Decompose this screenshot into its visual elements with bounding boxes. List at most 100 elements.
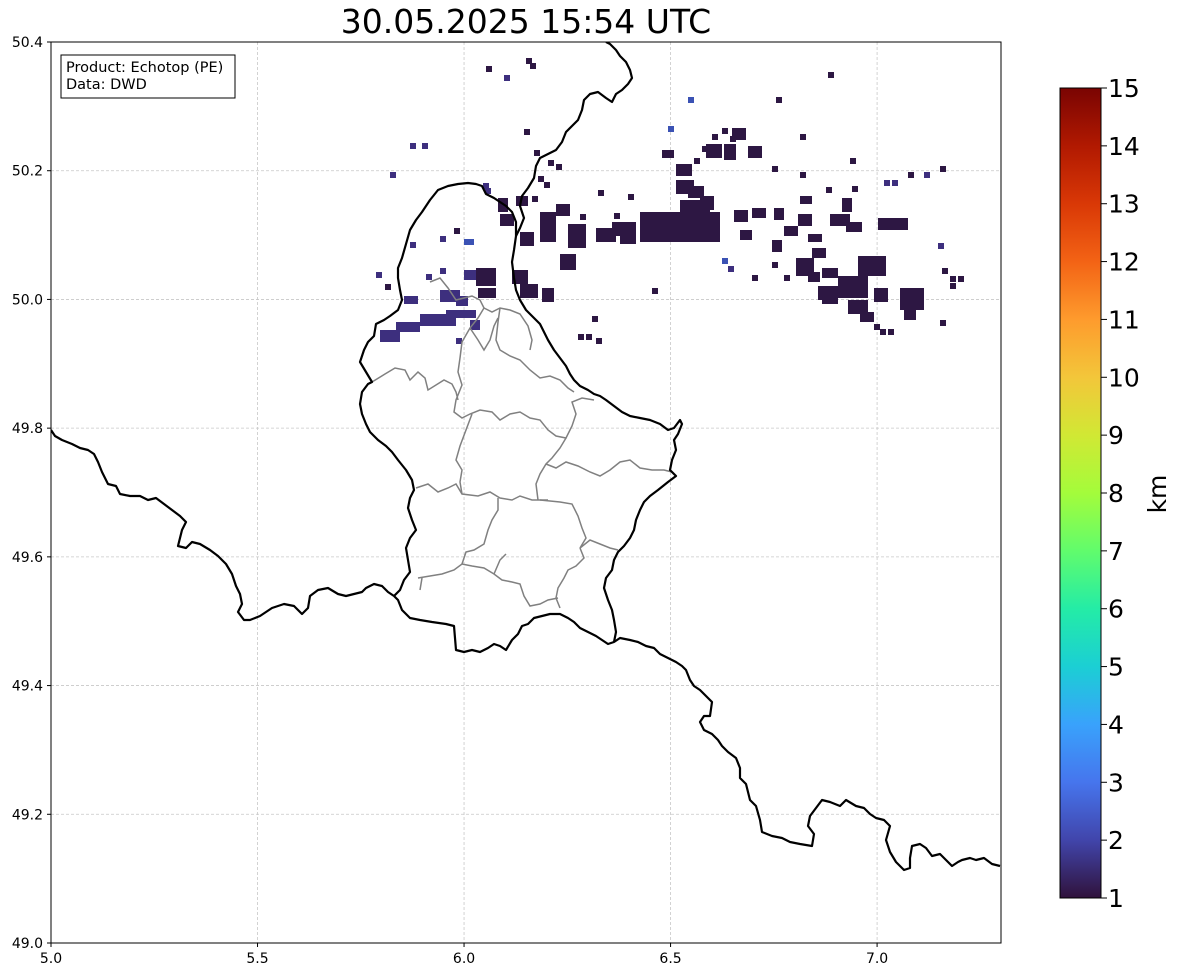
radar-cell — [852, 186, 858, 192]
radar-cell — [556, 164, 562, 170]
radar-cell — [828, 72, 834, 78]
radar-cell — [660, 220, 720, 238]
radar-cell — [456, 338, 462, 344]
y-tick-label: 49.0 — [12, 936, 43, 952]
map-layer — [51, 42, 1001, 872]
info-data-text: Data: DWD — [66, 77, 147, 93]
radar-cell — [808, 272, 820, 282]
colorbar-tick-label: 14 — [1108, 132, 1140, 161]
radar-cell — [534, 150, 540, 156]
radar-cell — [526, 58, 532, 64]
radar-cell — [596, 338, 602, 344]
colorbar-tick-label: 12 — [1108, 248, 1140, 277]
x-axis: 5.0 5.5 6.0 6.5 7.0 — [40, 943, 888, 967]
colorbar-tick-label: 9 — [1108, 421, 1124, 450]
radar-cell — [822, 296, 838, 304]
radar-cell — [878, 218, 908, 230]
radar-cell — [706, 144, 722, 158]
colorbar-tick-label: 11 — [1108, 305, 1140, 334]
plot-frame — [50, 41, 1002, 944]
radar-cell — [500, 214, 514, 226]
radar-cell — [520, 284, 538, 298]
radar-cell — [892, 180, 898, 186]
radar-cell — [728, 266, 734, 272]
radar-cell — [748, 146, 762, 158]
radar-cell — [800, 196, 812, 204]
radar-cell — [702, 146, 708, 152]
radar-cell — [880, 329, 886, 335]
y-axis: 49.0 49.2 49.4 49.6 49.8 50.0 50.2 50.4 — [12, 35, 51, 952]
radar-cell — [662, 150, 674, 158]
radar-cell — [904, 300, 916, 320]
y-tick-label: 50.4 — [12, 35, 43, 51]
radar-cell — [784, 226, 798, 236]
radar-cell — [850, 158, 856, 164]
radar-cell — [776, 97, 782, 103]
radar-cell — [578, 334, 584, 340]
radar-cell — [614, 213, 620, 219]
radar-cell — [846, 222, 862, 232]
radar-cell — [938, 243, 944, 249]
info-box: Product: Echotop (PE) Data: DWD — [60, 54, 236, 99]
radar-cell — [530, 63, 536, 69]
radar-cell — [454, 228, 460, 234]
colorbar-tick-label: 15 — [1108, 74, 1140, 103]
colorbar-tick-label: 10 — [1108, 363, 1140, 392]
admin-borders — [371, 277, 673, 609]
radar-cell — [752, 275, 758, 281]
radar-cell — [826, 187, 832, 193]
info-box-frame — [60, 54, 236, 99]
radar-cell — [822, 268, 838, 278]
radar-cell — [598, 190, 604, 196]
radar-cell — [924, 172, 930, 178]
radar-cell — [688, 97, 694, 103]
radar-cell — [426, 274, 432, 280]
radar-cell — [772, 166, 778, 172]
radar-cell — [410, 242, 416, 248]
radar-cell — [860, 312, 874, 322]
radar-cell — [772, 262, 778, 268]
radar-cell — [884, 180, 890, 186]
echotop-radar-cells — [376, 58, 964, 344]
radar-cell — [838, 276, 868, 298]
colorbar-gradient — [1059, 87, 1102, 899]
radar-cell — [592, 316, 598, 322]
radar-cell — [385, 284, 391, 290]
radar-cell — [396, 322, 420, 332]
x-tick-label: 5.0 — [40, 951, 62, 967]
radar-cell — [390, 172, 396, 178]
radar-cell — [504, 75, 510, 81]
radar-cell — [478, 288, 496, 298]
radar-cell — [486, 66, 492, 72]
radar-cell — [940, 320, 946, 326]
radar-cell — [464, 239, 470, 245]
radar-cell — [722, 128, 728, 134]
colorbar-tick-label: 13 — [1108, 190, 1140, 219]
radar-cell — [712, 134, 718, 140]
radar-cell — [958, 276, 964, 282]
radar-cell — [520, 232, 534, 246]
radar-cell — [440, 268, 446, 274]
radar-cell — [848, 300, 868, 314]
radar-cell — [752, 208, 766, 218]
radar-cell — [580, 214, 586, 220]
radar-cell — [560, 254, 576, 270]
radar-cell — [652, 288, 658, 294]
radar-cell — [544, 182, 550, 188]
radar-cell — [512, 270, 528, 284]
info-product-text: Product: Echotop (PE) — [66, 60, 223, 76]
radar-cell — [796, 258, 814, 276]
national-borders — [51, 42, 1001, 872]
colorbar-unit-label: km — [1143, 475, 1172, 514]
colorbar-tick-label: 7 — [1108, 537, 1124, 566]
radar-cell — [456, 296, 468, 306]
radar-cell — [542, 288, 554, 302]
y-tick-label: 49.2 — [12, 807, 43, 823]
radar-cell — [800, 172, 806, 178]
radar-cell — [540, 212, 556, 242]
radar-cell — [380, 330, 400, 342]
radar-cell — [628, 194, 634, 200]
radar-cell — [950, 283, 956, 289]
